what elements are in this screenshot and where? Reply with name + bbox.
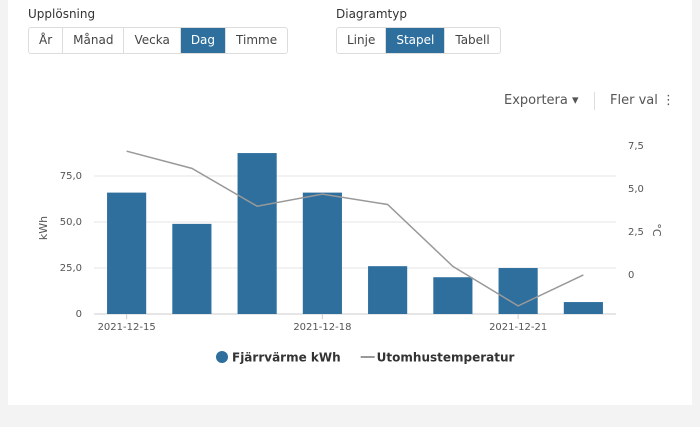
y-tick-label: 50,0 [60, 217, 82, 228]
legend-label: Fjärrvärme kWh [232, 351, 341, 365]
more-text: Fler val [610, 93, 658, 108]
y2-tick-label: 5,0 [628, 184, 644, 195]
bar [302, 192, 342, 314]
divider [594, 92, 595, 110]
bar [107, 192, 147, 314]
legend-label: Utomhustemperatur [377, 351, 515, 365]
y-tick-label: 75,0 [60, 171, 82, 182]
more-button[interactable]: Fler val ⋮ [610, 93, 675, 108]
export-button[interactable]: Exportera ▾ [504, 93, 579, 108]
option-button[interactable]: Tabell [455, 33, 490, 47]
resolution-group: År Månad Vecka Dag Timme [28, 27, 289, 54]
chart-type-group: Linje Stapel Tabell [336, 27, 501, 54]
export-text: Exportera [504, 93, 568, 108]
y2-tick-label: 2,5 [628, 227, 644, 238]
resolution-label: Upplösning [28, 7, 96, 21]
y-tick-label: 0 [76, 309, 82, 320]
y2-tick-label: 0 [628, 270, 634, 281]
option-button[interactable]: Dag [180, 28, 227, 53]
legend-swatch [216, 351, 228, 363]
bar [172, 223, 212, 314]
option-button[interactable]: Timme [236, 33, 278, 47]
bar [368, 266, 408, 314]
y2-axis-label: °C [650, 223, 663, 237]
option-button[interactable]: Vecka [124, 28, 181, 53]
y-tick-label: 25,0 [60, 263, 82, 274]
option-button[interactable]: Stapel [386, 28, 446, 53]
y2-tick-label: 7,5 [628, 141, 644, 152]
y-axis-label: kWh [37, 216, 50, 240]
x-tick-label: 2021-12-18 [293, 322, 351, 333]
bar [563, 302, 603, 314]
bar [237, 153, 277, 314]
bar [433, 277, 473, 314]
chart-type-label: Diagramtyp [336, 7, 407, 21]
bar [498, 268, 538, 314]
option-button[interactable]: Månad [63, 28, 125, 53]
option-button[interactable]: År [29, 28, 64, 53]
option-button[interactable]: Linje [337, 28, 387, 53]
x-tick-label: 2021-12-15 [98, 322, 156, 333]
line [126, 150, 584, 307]
x-tick-label: 2021-12-21 [489, 322, 547, 333]
